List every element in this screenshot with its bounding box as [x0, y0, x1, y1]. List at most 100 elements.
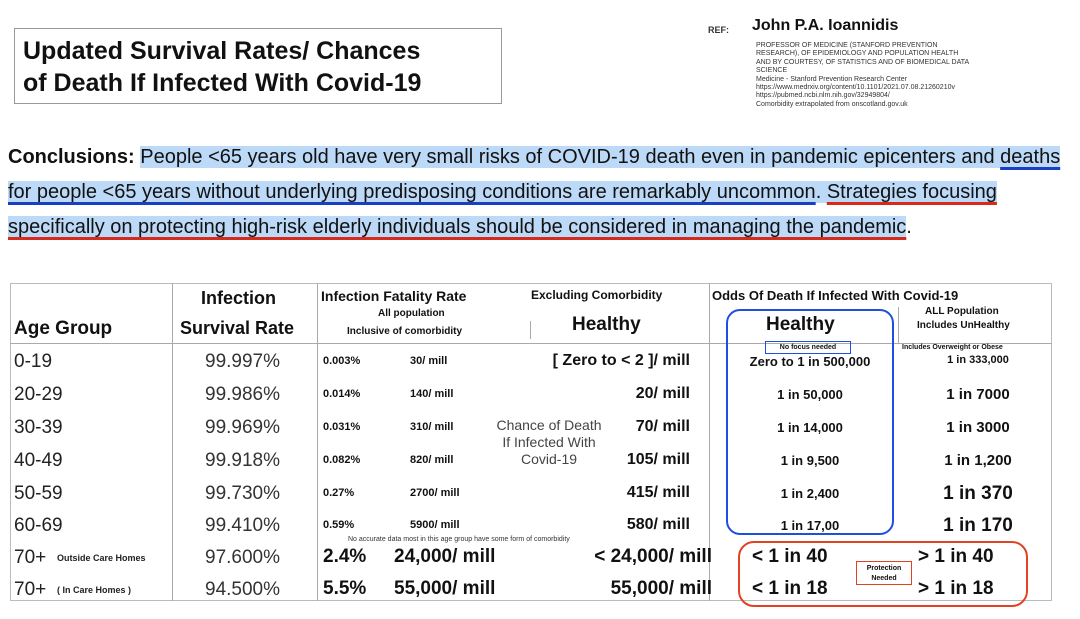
header-odds: Odds Of Death If Infected With Covid-19 — [712, 288, 959, 303]
protection-line: Protection — [866, 565, 902, 572]
row-age: 0-19 — [14, 351, 53, 372]
row-healthy: 580/ mill — [626, 516, 690, 533]
row-ifr-pct: 0.014% — [323, 388, 361, 400]
ref-line: RESEARCH), OF EPIDEMIOLOGY AND POPULATIO… — [756, 50, 959, 58]
row-age: 60-69 — [14, 515, 63, 536]
row-ifr-pct: 0.27% — [323, 487, 355, 499]
col-divider — [317, 283, 318, 601]
header-healthy-odds: Healthy — [766, 314, 835, 335]
col-divider — [172, 283, 173, 601]
row-ifr-pct: 0.082% — [323, 454, 361, 466]
row-odds-healthy: 1 in 50,000 — [777, 387, 843, 402]
row-survival: 99.410% — [205, 515, 281, 536]
row-ifr-mill: 2700/ mill — [410, 487, 460, 499]
row-ifr-mill: 310/ mill — [410, 421, 454, 433]
ref-link[interactable]: https://pubmed.ncbi.nlm.nih.gov/32949804… — [756, 92, 890, 100]
row-odds-all: > 1 in 40 — [918, 546, 994, 567]
overweight-note: Includes Overweight or Obese — [902, 344, 1003, 351]
row-odds-healthy: Zero to 1 in 500,000 — [749, 354, 871, 369]
row-odds-healthy: 1 in 14,000 — [777, 420, 843, 435]
elderly-odds-box — [738, 541, 1028, 607]
row-odds-all: > 1 in 18 — [918, 578, 994, 599]
chance-line: Chance of Death — [496, 417, 602, 433]
header-all-population: All population — [378, 308, 445, 319]
conclusions-label: Conclusions: — [8, 146, 135, 168]
row-odds-healthy: < 1 in 18 — [752, 578, 828, 599]
row-healthy: 55,000/ mill — [610, 578, 712, 599]
row-age: 70+ — [14, 579, 47, 600]
col-divider — [709, 283, 710, 601]
header-healthy: Healthy — [572, 314, 641, 335]
row-age: 50-59 — [14, 483, 63, 504]
data-table — [10, 283, 1052, 601]
row-healthy: 105/ mill — [626, 451, 690, 468]
row-healthy: < 24,000/ mill — [594, 546, 712, 567]
row-survival: 99.997% — [205, 351, 281, 372]
header-inclusive: Inclusive of comorbidity — [347, 326, 463, 337]
row-survival: 99.730% — [205, 483, 281, 504]
row-survival: 99.986% — [205, 384, 281, 405]
row-ifr-mill: 30/ mill — [410, 355, 448, 367]
row-healthy: 70/ mill — [635, 418, 690, 435]
row-odds-all: 1 in 7000 — [946, 386, 1010, 403]
row-healthy: 415/ mill — [626, 484, 690, 501]
row-ifr-pct: 2.4% — [323, 546, 367, 567]
no-focus-note: No focus needed — [765, 341, 851, 354]
row-odds-healthy: 1 in 17,00 — [780, 518, 840, 533]
ref-lines: PROFESSOR OF MEDICINE (STANFORD PREVENTI… — [756, 42, 1076, 109]
row-age: 20-29 — [14, 384, 63, 405]
header-excluding: Excluding Comorbidity — [531, 288, 663, 302]
conclusions-seg5: . — [906, 216, 912, 238]
row-ifr-pct: 0.031% — [323, 421, 361, 433]
page-title: Updated Survival Rates/ Chances of Death… — [14, 28, 502, 104]
row-odds-all: 1 in 170 — [943, 515, 1013, 536]
row-odds-healthy: 1 in 2,400 — [780, 486, 840, 501]
header-all-population-odds: ALL Population — [925, 306, 999, 317]
row-odds-healthy: 1 in 9,500 — [780, 453, 840, 468]
row-ifr-mill: 820/ mill — [410, 454, 454, 466]
row-age-sub: Outside Care Homes — [57, 553, 146, 563]
no-accurate-data-note: No accurate data most in this age group … — [348, 536, 570, 543]
row-age: 70+ — [14, 547, 47, 568]
ref-tag: REF: — [708, 25, 729, 35]
row-odds-all: 1 in 3000 — [946, 419, 1010, 436]
row-odds-healthy: < 1 in 40 — [752, 546, 828, 567]
conclusions-seg1: People <65 years old have very small ris… — [140, 146, 1001, 168]
row-survival: 99.969% — [205, 417, 281, 438]
row-odds-all: 1 in 370 — [943, 483, 1013, 504]
ref-line: Medicine - Stanford Prevention Research … — [756, 75, 907, 83]
chance-line: Covid-19 — [520, 451, 578, 467]
ref-line: SCIENCE — [756, 67, 788, 75]
row-survival: 94.500% — [205, 579, 281, 600]
row-age: 30-39 — [14, 417, 63, 438]
title-line-1: Updated Survival Rates/ Chances — [23, 37, 421, 65]
healthy-odds-box — [726, 309, 894, 535]
row-odds-all: 1 in 1,200 — [944, 452, 1012, 469]
col-divider — [530, 321, 531, 339]
title-line-2: of Death If Infected With Covid-19 — [23, 69, 422, 97]
header-ifr: Infection Fatality Rate — [321, 288, 467, 304]
conclusions-seg3: . — [815, 181, 827, 203]
row-survival: 97.600% — [205, 547, 281, 568]
row-ifr-pct: 0.59% — [323, 519, 355, 531]
row-ifr-pct: 0.003% — [323, 355, 361, 367]
row-ifr-mill: 5900/ mill — [410, 519, 460, 531]
protection-line: Needed — [871, 575, 897, 582]
ref-author: John P.A. Ioannidis — [752, 17, 899, 34]
row-survival: 99.918% — [205, 450, 281, 471]
row-age: 40-49 — [14, 450, 63, 471]
ref-line: AND BY COURTESY, OF STATISTICS AND OF BI… — [756, 58, 970, 66]
chance-line: If Infected With — [502, 434, 596, 450]
header-infection: Infection — [201, 288, 276, 308]
row-healthy: 20/ mill — [635, 385, 690, 402]
ref-line: PROFESSOR OF MEDICINE (STANFORD PREVENTI… — [756, 42, 938, 49]
row-ifr-pct: 5.5% — [323, 578, 367, 599]
conclusions-paragraph: Conclusions: People <65 years old have v… — [8, 140, 1068, 245]
ref-link[interactable]: https://www.medrxiv.org/content/10.1101/… — [756, 84, 955, 92]
header-rule — [10, 343, 1052, 344]
chance-of-death-note: Chance of Death If Infected With Covid-1… — [485, 417, 613, 468]
header-age-group: Age Group — [14, 318, 113, 339]
col-divider — [898, 307, 899, 343]
header-survival-rate: Survival Rate — [180, 318, 295, 338]
ref-line: Comorbidity extrapolated from onscotland… — [756, 100, 908, 108]
